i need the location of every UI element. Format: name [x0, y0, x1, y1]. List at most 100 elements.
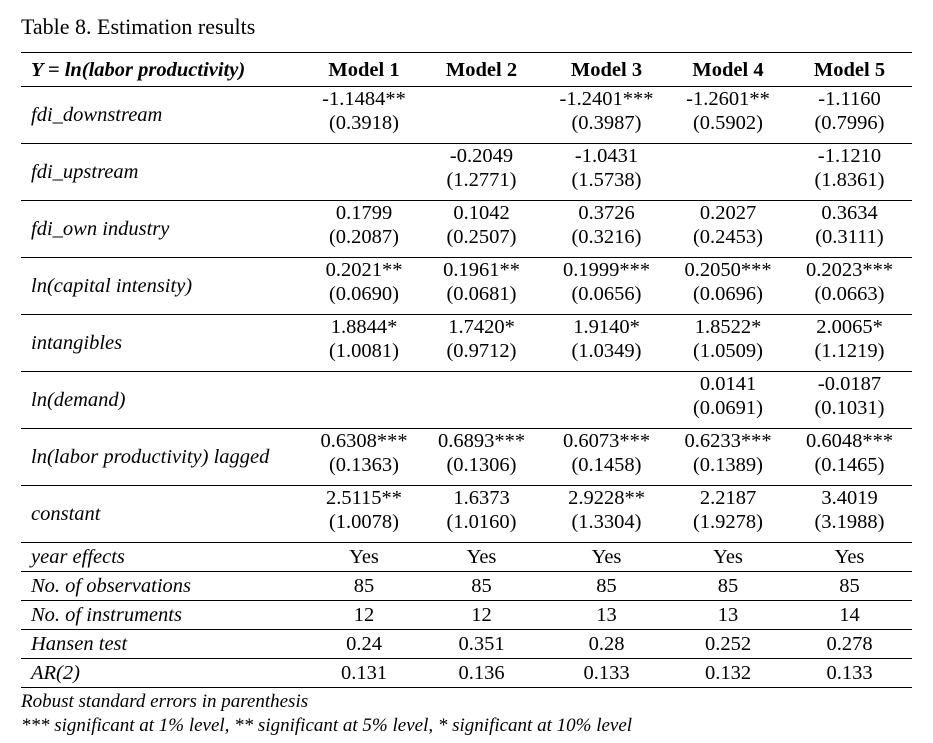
standard-error-value: (0.5902)	[692, 112, 764, 134]
coefficient-value: 2.5115**	[325, 487, 403, 509]
standard-error-value	[419, 396, 544, 420]
statistic-label: No. of observations	[21, 571, 309, 601]
standard-error-value: (0.0656)	[571, 283, 642, 305]
standard-error-value: (0.1465)	[814, 454, 885, 476]
standard-error-value: (0.0696)	[692, 283, 764, 305]
model-4-statistic-value: Yes	[669, 542, 787, 572]
model-2-cell: 1.7420* (0.9712)	[419, 314, 544, 372]
model-1-cell: 0.1799 (0.2087)	[309, 200, 419, 258]
coefficient-row: fdi_downstream -1.1484** (0.3918) -1.2401**…	[21, 86, 912, 144]
coefficient-value: 0.6893***	[437, 430, 526, 452]
model-4-statistic-value: 0.252	[669, 629, 787, 659]
model-4-cell: -1.2601** (0.5902)	[669, 86, 787, 144]
model-5-statistic-value: Yes	[787, 542, 912, 572]
model-4-cell: 0.2027 (0.2453)	[669, 200, 787, 258]
standard-error-value: (1.0160)	[446, 511, 517, 533]
standard-error-value: (0.2507)	[446, 226, 517, 248]
model-4-cell: 0.6233*** (0.1389)	[669, 428, 787, 486]
model-2-cell: 0.1042 (0.2507)	[419, 200, 544, 258]
model-3-cell: 0.1999*** (0.0656)	[544, 257, 669, 315]
statistic-row: No. of observations 85 85 85 85 85	[21, 571, 912, 601]
coefficient-row: constant 2.5115** (1.0078) 1.6373 (1.0160) 2.…	[21, 485, 912, 543]
coefficient-value: 1.7420*	[448, 316, 515, 338]
model-3-cell: 1.9140* (1.0349)	[544, 314, 669, 372]
standard-error-value: (1.1219)	[814, 340, 885, 362]
model-3-cell: 2.9228** (1.3304)	[544, 485, 669, 543]
standard-error-value: (0.1458)	[571, 454, 642, 476]
standard-error-value: (0.0663)	[814, 283, 885, 305]
model-5-cell: -0.0187 (0.1031)	[787, 371, 912, 429]
dependent-variable-header: Y = ln(labor productivity)	[21, 52, 309, 87]
model-1-statistic-value: 0.24	[309, 629, 419, 659]
variable-label: ln(demand)	[21, 371, 309, 429]
statistic-row: AR(2) 0.131 0.136 0.133 0.132 0.133	[21, 658, 912, 688]
coefficient-value	[419, 372, 544, 396]
coefficient-value: -1.2601**	[686, 88, 770, 110]
standard-error-value: (0.3216)	[571, 226, 642, 248]
standard-error-value: (0.3987)	[571, 112, 642, 134]
model-2-cell: 0.6893*** (0.1306)	[419, 428, 544, 486]
model-2-header: Model 2	[419, 52, 544, 87]
model-5-header: Model 5	[787, 52, 912, 87]
model-4-statistic-value: 85	[669, 571, 787, 601]
model-1-cell: -1.1484** (0.3918)	[309, 86, 419, 144]
coefficient-value: -0.0187	[817, 373, 882, 395]
model-1-statistic-value: 85	[309, 571, 419, 601]
coefficient-value: 2.9228**	[568, 487, 645, 509]
coefficient-value: 1.6373	[453, 487, 510, 509]
model-3-statistic-value: 0.28	[544, 629, 669, 659]
coefficient-value: -1.1210	[817, 145, 882, 167]
standard-error-value: (1.8361)	[814, 169, 885, 191]
coefficient-row: fdi_own industry 0.1799 (0.2087) 0.1042 (0.2…	[21, 200, 912, 258]
model-4-cell: 1.8522* (1.0509)	[669, 314, 787, 372]
standard-error-value: (1.0509)	[692, 340, 764, 362]
statistic-label: Hansen test	[21, 629, 309, 659]
model-2-statistic-value: 12	[419, 600, 544, 630]
coefficient-value: 0.6073***	[562, 430, 651, 452]
model-5-statistic-value: 85	[787, 571, 912, 601]
variable-label: ln(capital intensity)	[21, 257, 309, 315]
coefficient-value	[309, 372, 419, 396]
statistic-row: year effects Yes Yes Yes Yes Yes	[21, 542, 912, 572]
coefficient-value: 0.6233***	[684, 430, 772, 452]
model-1-statistic-value: 0.131	[309, 658, 419, 688]
coefficient-value: 0.6308***	[320, 430, 408, 452]
model-3-statistic-value: Yes	[544, 542, 669, 572]
model-5-statistic-value: 0.278	[787, 629, 912, 659]
model-2-cell	[419, 86, 544, 144]
model-4-cell: 0.2050*** (0.0696)	[669, 257, 787, 315]
standard-error-value: (0.0681)	[446, 283, 517, 305]
coefficient-row: ln(demand) 0.0141 (0.0691) -0.0187 (0.1031)	[21, 371, 912, 429]
coefficient-value: -1.1484**	[322, 88, 406, 110]
model-1-cell: 2.5115** (1.0078)	[309, 485, 419, 543]
standard-error-value: (1.9278)	[692, 511, 764, 533]
standard-error-value: (3.1988)	[814, 511, 885, 533]
header-row: Y = ln(labor productivity) Model 1 Model…	[21, 52, 912, 87]
standard-error-value: (1.0081)	[328, 340, 400, 362]
coefficient-value: 0.1042	[453, 202, 510, 224]
coefficient-value: 1.9140*	[573, 316, 640, 338]
standard-error-value	[669, 168, 787, 192]
model-5-statistic-value: 0.133	[787, 658, 912, 688]
statistic-label: year effects	[21, 542, 309, 572]
model-2-statistic-value: Yes	[419, 542, 544, 572]
model-5-cell: 2.0065* (1.1219)	[787, 314, 912, 372]
coefficient-value	[309, 144, 419, 168]
coefficient-value: 3.4019	[821, 487, 878, 509]
variable-label: intangibles	[21, 314, 309, 372]
model-2-cell: 0.1961** (0.0681)	[419, 257, 544, 315]
coefficient-value: 0.6048***	[805, 430, 894, 452]
coefficient-value: -1.0431	[574, 145, 639, 167]
model-3-header: Model 3	[544, 52, 669, 87]
model-5-cell: 0.6048*** (0.1465)	[787, 428, 912, 486]
coefficient-row: fdi_upstream -0.2049 (1.2771) -1.0431 (1.573…	[21, 143, 912, 201]
standard-error-value: (0.1031)	[814, 397, 885, 419]
table-header: Y = ln(labor productivity) Model 1 Model…	[21, 52, 912, 87]
standard-error-value: (0.1363)	[328, 454, 400, 476]
standard-error-value	[419, 111, 544, 135]
coefficient-value: 0.2050***	[684, 259, 772, 281]
statistic-label: No. of instruments	[21, 600, 309, 630]
estimation-results-table: Y = ln(labor productivity) Model 1 Model…	[21, 52, 912, 688]
standard-error-value: (0.2453)	[692, 226, 764, 248]
model-5-cell: -1.1210 (1.8361)	[787, 143, 912, 201]
